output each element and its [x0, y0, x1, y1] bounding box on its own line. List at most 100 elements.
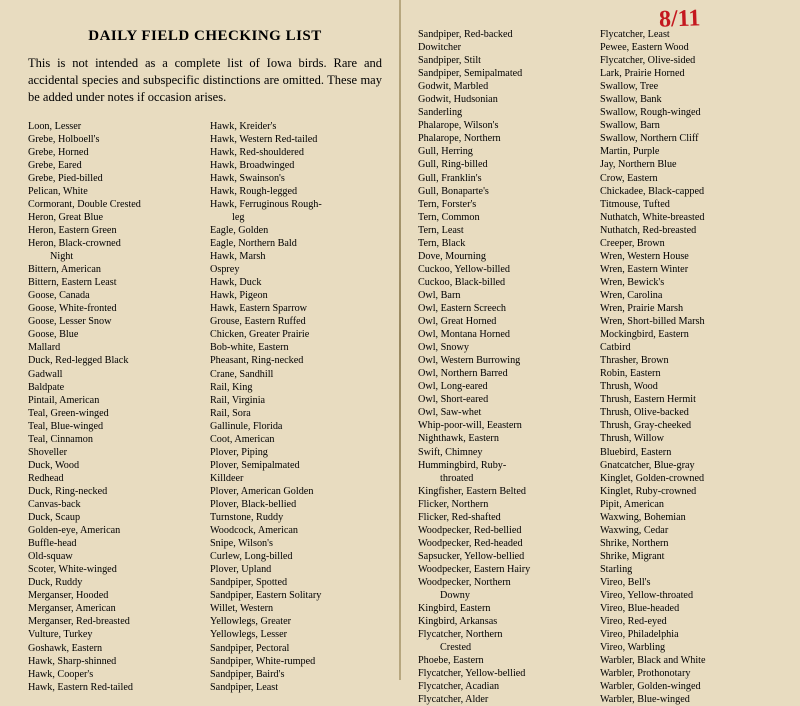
bird-entry: Owl, Long-eared [418, 380, 590, 393]
bird-entry: Pintail, American [28, 394, 200, 407]
bird-entry: Sandpiper, Stilt [418, 54, 590, 67]
bird-entry: Plover, American Golden [210, 485, 382, 498]
bird-entry: Creeper, Brown [600, 237, 772, 250]
bird-entry: Hawk, Sharp-shinned [28, 655, 200, 668]
bird-entry: Bob-white, Eastern [210, 341, 382, 354]
bird-entry: Jay, Northern Blue [600, 158, 772, 171]
left-column-2: Hawk, Kreider'sHawk, Western Red-tailedH… [210, 120, 382, 694]
bird-entry: Old-squaw [28, 550, 200, 563]
bird-entry: Plover, Black-bellied [210, 498, 382, 511]
bird-entry: Gull, Franklin's [418, 172, 590, 185]
bird-entry: Rail, Sora [210, 407, 382, 420]
bird-entry: Owl, Barn [418, 289, 590, 302]
bird-entry: Tern, Least [418, 224, 590, 237]
bird-entry: Hawk, Western Red-tailed [210, 133, 382, 146]
bird-entry: Whip-poor-will, Eeastern [418, 419, 590, 432]
bird-entry: Eagle, Northern Bald [210, 237, 382, 250]
bird-entry: Pheasant, Ring-necked [210, 354, 382, 367]
bird-entry: Golden-eye, American [28, 524, 200, 537]
bird-entry: Swallow, Rough-winged [600, 106, 772, 119]
bird-entry: Grebe, Eared [28, 159, 200, 172]
bird-entry: Merganser, Red-breasted [28, 615, 200, 628]
bird-entry: Titmouse, Tufted [600, 198, 772, 211]
left-page: DAILY FIELD CHECKING LIST This is not in… [0, 0, 400, 680]
page-container: DAILY FIELD CHECKING LIST This is not in… [0, 0, 800, 680]
bird-entry: Gull, Bonaparte's [418, 185, 590, 198]
intro-paragraph: This is not intended as a complete list … [28, 55, 382, 106]
bird-entry: Vireo, Philadelphia [600, 628, 772, 641]
bird-entry: Gull, Ring-billed [418, 158, 590, 171]
bird-entry: Teal, Blue-winged [28, 420, 200, 433]
bird-entry: Merganser, Hooded [28, 589, 200, 602]
bird-entry: Cormorant, Double Crested [28, 198, 200, 211]
bird-entry: Hawk, Kreider's [210, 120, 382, 133]
bird-entry: Plover, Piping [210, 446, 382, 459]
bird-entry: Wren, Eastern Winter [600, 263, 772, 276]
bird-entry: Flicker, Red-shafted [418, 511, 590, 524]
bird-entry: throated [418, 472, 590, 485]
bird-entry: Crested [418, 641, 590, 654]
bird-entry: Willet, Western [210, 602, 382, 615]
bird-entry: Owl, Great Horned [418, 315, 590, 328]
bird-entry: Night [28, 250, 200, 263]
bird-entry: Flycatcher, Olive-sided [600, 54, 772, 67]
bird-entry: Owl, Eastern Screech [418, 302, 590, 315]
bird-entry: Godwit, Hudsonian [418, 93, 590, 106]
bird-entry: Teal, Cinnamon [28, 433, 200, 446]
bird-entry: Sandpiper, Semipalmated [418, 67, 590, 80]
bird-entry: Shrike, Migrant [600, 550, 772, 563]
bird-entry: Heron, Black-crowned [28, 237, 200, 250]
bird-entry: Canvas-back [28, 498, 200, 511]
bird-entry: Wren, Prairie Marsh [600, 302, 772, 315]
right-page: 8/11 Sandpiper, Red-backedDowitcherSandp… [400, 0, 800, 680]
bird-entry: Hawk, Red-shouldered [210, 146, 382, 159]
left-columns: Loon, LesserGrebe, Holboell'sGrebe, Horn… [28, 120, 382, 694]
bird-entry: Woodpecker, Red-headed [418, 537, 590, 550]
bird-entry: Shrike, Northern [600, 537, 772, 550]
bird-entry: Duck, Ring-necked [28, 485, 200, 498]
bird-entry: Hawk, Pigeon [210, 289, 382, 302]
bird-entry: Flycatcher, Yellow-bellied [418, 667, 590, 680]
bird-entry: Yellowlegs, Greater [210, 615, 382, 628]
bird-entry: Killdeer [210, 472, 382, 485]
bird-entry: Phalarope, Northern [418, 132, 590, 145]
bird-entry: Flycatcher, Alder [418, 693, 590, 706]
bird-entry: Warbler, Black and White [600, 654, 772, 667]
bird-entry: Plover, Semipalmated [210, 459, 382, 472]
bird-entry: Merganser, American [28, 602, 200, 615]
bird-entry: Mallard [28, 341, 200, 354]
bird-entry: Flycatcher, Northern [418, 628, 590, 641]
bird-entry: Hawk, Marsh [210, 250, 382, 263]
bird-entry: Wren, Western House [600, 250, 772, 263]
bird-entry: Sapsucker, Yellow-bellied [418, 550, 590, 563]
bird-entry: Thrush, Olive-backed [600, 406, 772, 419]
bird-entry: Dove, Mourning [418, 250, 590, 263]
bird-entry: Robin, Eastern [600, 367, 772, 380]
bird-entry: Swallow, Northern Cliff [600, 132, 772, 145]
bird-entry: Pelican, White [28, 185, 200, 198]
bird-entry: Vireo, Yellow-throated [600, 589, 772, 602]
bird-entry: Kingfisher, Eastern Belted [418, 485, 590, 498]
bird-entry: Phoebe, Eastern [418, 654, 590, 667]
bird-entry: Catbird [600, 341, 772, 354]
bird-entry: Thrush, Gray-cheeked [600, 419, 772, 432]
bird-entry: Swallow, Tree [600, 80, 772, 93]
bird-entry: Duck, Red-legged Black [28, 354, 200, 367]
bird-entry: Tern, Forster's [418, 198, 590, 211]
bird-entry: Swallow, Bank [600, 93, 772, 106]
bird-entry: Grebe, Holboell's [28, 133, 200, 146]
bird-entry: Wren, Bewick's [600, 276, 772, 289]
bird-entry: Pipit, American [600, 498, 772, 511]
bird-entry: Martin, Purple [600, 145, 772, 158]
bird-entry: Shoveller [28, 446, 200, 459]
bird-entry: Crow, Eastern [600, 172, 772, 185]
bird-entry: Wren, Carolina [600, 289, 772, 302]
bird-entry: Vireo, Warbling [600, 641, 772, 654]
bird-entry: Gull, Herring [418, 145, 590, 158]
bird-entry: Sandpiper, Spotted [210, 576, 382, 589]
bird-entry: Tern, Black [418, 237, 590, 250]
bird-entry: Scoter, White-winged [28, 563, 200, 576]
bird-entry: Sandpiper, Red-backed [418, 28, 590, 41]
bird-entry: Gadwall [28, 368, 200, 381]
bird-entry: Coot, American [210, 433, 382, 446]
